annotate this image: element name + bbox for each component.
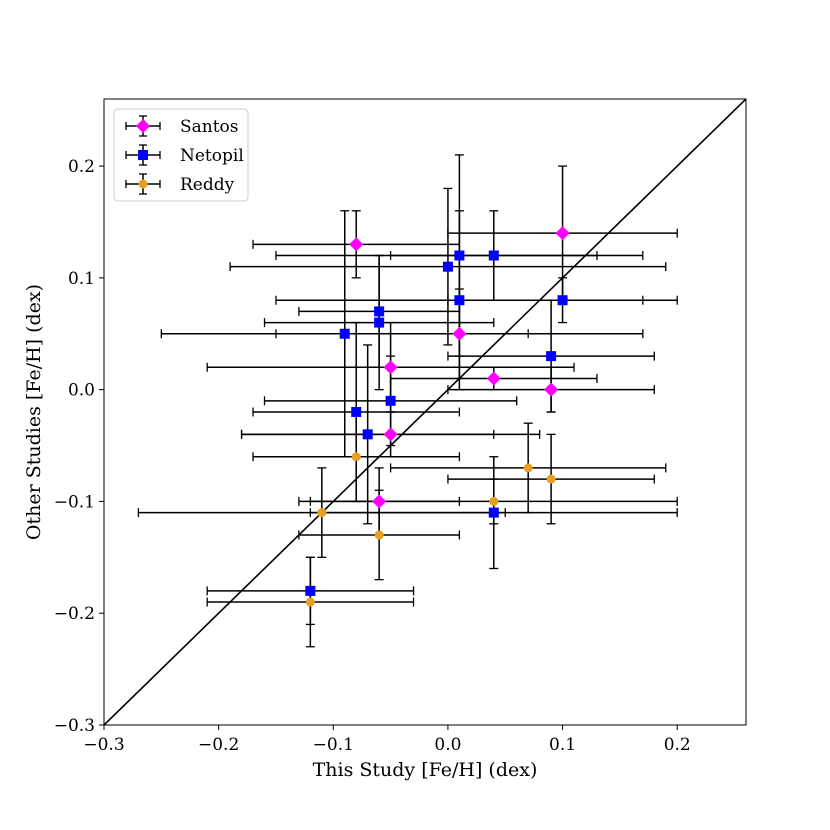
data-point-santos (544, 382, 559, 397)
data-point-santos (486, 371, 501, 386)
data-point-netopil (546, 351, 557, 362)
data-point-santos (372, 494, 387, 509)
data-point-reddy (305, 597, 315, 607)
legend-marker-reddy (138, 179, 148, 189)
data-point-santos (349, 237, 364, 252)
y-tick-label: 0.0 (68, 381, 95, 401)
markers-reddy (305, 452, 556, 607)
legend-entry-reddy: Reddy (125, 173, 235, 195)
data-point-netopil (454, 295, 465, 306)
x-tick-label: 0.1 (549, 735, 576, 755)
y-tick-label: 0.2 (68, 157, 95, 177)
data-point-reddy (317, 508, 327, 518)
legend-label-santos: Santos (180, 117, 239, 137)
markers-netopil (305, 250, 568, 596)
x-axis-label: This Study [Fe/H] (dex) (313, 759, 538, 781)
data-point-reddy (546, 474, 556, 484)
x-tick-label: 0.0 (434, 735, 461, 755)
data-point-netopil (454, 250, 465, 261)
data-point-santos (383, 427, 398, 442)
plot-frame (103, 98, 747, 726)
data-point-netopil (557, 295, 568, 306)
legend-box (113, 108, 249, 202)
y-tick-label: −0.1 (54, 492, 95, 512)
data-point-santos (383, 360, 398, 375)
data-point-netopil (385, 395, 396, 406)
legend-label-reddy: Reddy (180, 175, 235, 195)
axis-ticks: −0.3 −0.2 −0.1 0.0 0.1 0.2 −0.3 −0.2 −0.1 0.0 0.1 0… (54, 157, 691, 755)
x-tick-label: −0.2 (198, 735, 239, 755)
y-tick-label: −0.3 (54, 716, 95, 736)
legend-label-netopil: Netopil (180, 146, 244, 166)
x-tick-label: −0.1 (313, 735, 354, 755)
data-point-netopil (362, 429, 373, 440)
y-tick-label: 0.1 (68, 269, 95, 289)
legend-marker-netopil (138, 150, 148, 160)
data-point-reddy (489, 496, 499, 506)
legend-entry-netopil: Netopil (125, 144, 244, 166)
data-point-netopil (305, 585, 316, 596)
data-point-netopil (339, 328, 350, 339)
x-tick-label: 0.2 (664, 735, 691, 755)
markers-santos (349, 226, 570, 509)
y-axis-label: Other Studies [Fe/H] (dex) (23, 284, 45, 540)
data-point-reddy (351, 452, 361, 462)
data-point-santos (555, 226, 570, 241)
y-tick-label: −0.2 (54, 604, 95, 624)
data-point-netopil (374, 317, 385, 328)
data-point-netopil (351, 407, 362, 417)
plot-content (104, 99, 746, 725)
data-point-reddy (523, 463, 533, 473)
legend-marker-santos (136, 119, 150, 133)
legend-entry-santos: Santos (125, 115, 239, 137)
data-point-netopil (374, 306, 385, 317)
data-point-santos (452, 326, 467, 341)
data-point-netopil (488, 507, 499, 518)
x-tick-label: −0.3 (83, 735, 124, 755)
data-point-netopil (442, 261, 453, 272)
legend: Santos Netopil Reddy (113, 108, 249, 202)
data-point-netopil (488, 250, 499, 261)
data-point-reddy (374, 530, 384, 540)
